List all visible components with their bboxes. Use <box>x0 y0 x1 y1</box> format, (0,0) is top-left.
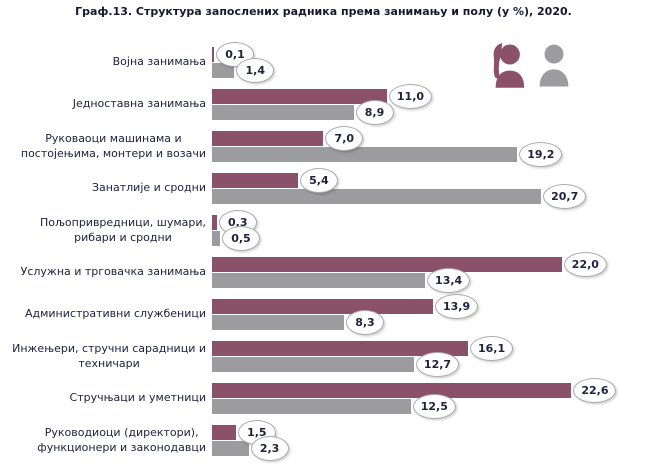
male-value-label: 20,7 <box>543 183 587 209</box>
female-silhouette-icon <box>493 43 525 88</box>
female-bar <box>212 88 387 104</box>
male-bar <box>212 356 414 372</box>
category-label: Војна занимања <box>112 55 206 69</box>
female-bar <box>212 256 562 272</box>
bar-group: 11,0 8,9 <box>212 83 647 125</box>
male-value-label: 1,4 <box>236 57 275 83</box>
female-bar <box>212 130 324 146</box>
chart-row: Услужна и трговачка занимања 22,0 13,4 <box>0 251 647 293</box>
male-bar <box>212 272 426 288</box>
male-value-label: 8,9 <box>355 99 394 125</box>
female-bar <box>212 298 433 314</box>
male-value-label: 19,2 <box>519 141 563 167</box>
category-label: Стручњаци и уметници <box>69 391 206 405</box>
chart-title: Граф.13. Структура запослених радника пр… <box>75 5 572 18</box>
male-value-label: 2,3 <box>250 435 289 461</box>
female-bar <box>212 172 298 188</box>
category-label: Једноставна занимања <box>72 97 206 111</box>
gender-legend <box>489 40 572 88</box>
chart-row: Занатлије и сродни 5,4 20,7 <box>0 167 647 209</box>
bar-group: 7,0 19,2 <box>212 125 647 167</box>
male-bar <box>212 146 518 162</box>
category-label: Руководиоци (директори), функционери и з… <box>37 425 206 454</box>
bar-group: 0,3 0,5 <box>212 209 647 251</box>
female-value-label: 0,1 <box>216 41 254 67</box>
chart-row: Руководиоци (директори), функционери и з… <box>0 419 647 461</box>
chart-row: Стручњаци и уметници 22,6 12,5 <box>0 377 647 419</box>
female-value-label: 22,0 <box>563 251 607 277</box>
male-value-label: 12,7 <box>415 351 460 377</box>
bar-group: 22,6 12,5 <box>212 377 647 419</box>
bar-group: 0,1 1,4 <box>212 41 647 83</box>
female-value-label: 16,1 <box>469 335 514 361</box>
chart-row: Инжењери, стручни сарадници и техничари 1… <box>0 335 647 377</box>
category-label: Занатлије и сродни <box>92 181 206 195</box>
male-bar <box>212 398 411 414</box>
bar-group: 13,9 8,3 <box>212 293 647 335</box>
female-value-label: 7,0 <box>325 125 364 151</box>
category-label: Инжењери, стручни сарадници и техничари <box>12 341 206 370</box>
female-value-label: 5,4 <box>299 167 338 193</box>
chart-row: Пољопривредници, шумари, рибари и сродни… <box>0 209 647 251</box>
male-value-label: 12,5 <box>412 393 456 419</box>
bar-group: 5,4 20,7 <box>212 167 647 209</box>
category-label: Услужна и трговачка занимања <box>20 265 206 279</box>
female-bar <box>212 214 217 230</box>
chart-row: Административни службеници 13,9 8,3 <box>0 293 647 335</box>
male-value-label: 13,4 <box>427 267 471 293</box>
female-bar <box>212 340 468 356</box>
bar-group: 22,0 13,4 <box>212 251 647 293</box>
female-bar <box>212 382 572 398</box>
male-bar <box>212 188 542 204</box>
category-label: Пољопривредници, шумари, рибари и сродни <box>39 215 206 244</box>
male-bar <box>212 230 220 246</box>
male-silhouette-icon <box>539 44 569 87</box>
male-bar <box>212 104 354 120</box>
chart-row: Једноставна занимања 11,0 8,9 <box>0 83 647 125</box>
female-value-label: 22,6 <box>573 377 617 403</box>
female-bar <box>212 46 214 62</box>
chart-rows: Војна занимања 0,1 1,4 Једноставна занимања… <box>0 41 647 461</box>
male-bar <box>212 314 344 330</box>
chart-row: Војна занимања 0,1 1,4 <box>0 41 647 83</box>
female-bar <box>212 424 236 440</box>
female-value-label: 11,0 <box>388 83 433 109</box>
category-label: Административни службеници <box>24 307 206 321</box>
bar-group: 16,1 12,7 <box>212 335 647 377</box>
category-label: Руковаоци машинама и постојењима, монтер… <box>20 131 206 160</box>
female-value-label: 13,9 <box>435 293 479 319</box>
male-value-label: 0,5 <box>221 225 260 251</box>
chart-row: Руковаоци машинама и постојењима, монтер… <box>0 125 647 167</box>
male-bar <box>212 440 249 456</box>
bar-group: 1,5 2,3 <box>212 419 647 461</box>
male-value-label: 8,3 <box>345 309 384 335</box>
